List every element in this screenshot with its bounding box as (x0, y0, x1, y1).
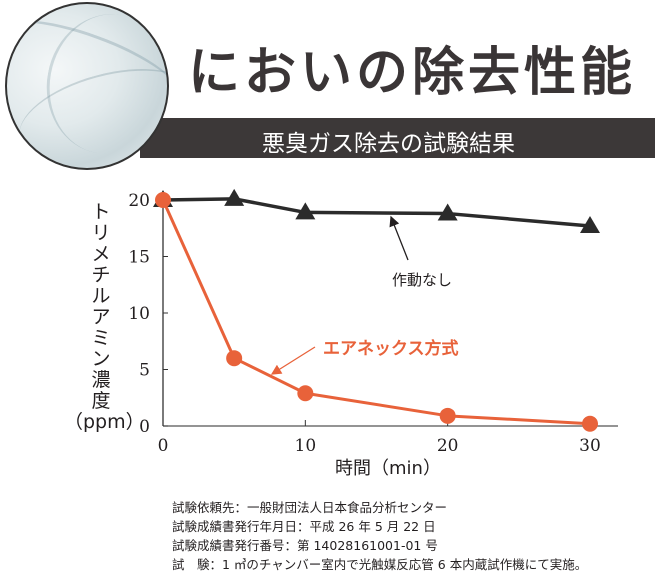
x-tick-label: 10 (295, 436, 317, 456)
test-notes: 試験依頼先：一般財団法人日本食品分析センター 試験成績書発行年月日：平成 26 … (172, 498, 587, 574)
triangle-marker (580, 215, 600, 233)
y-tick-label: 15 (128, 248, 150, 268)
banner-text: 悪臭ガス除去の試験結果 (262, 131, 515, 157)
page-title: においの除去性能 (188, 42, 637, 103)
note-line: 試験成績書発行番号：第 14028161001-01 号 (172, 538, 438, 553)
triangle-marker (437, 203, 458, 221)
triangle-marker (295, 202, 316, 220)
annotation-airnex: エアネックス方式 (323, 338, 459, 359)
y-tick-label: 20 (128, 191, 150, 211)
circle-marker (439, 407, 456, 424)
circle-marker (226, 350, 243, 367)
note-line: 試験成績書発行年月日：平成 26 年 5 月 22 日 (172, 519, 436, 534)
chart-series (153, 188, 600, 432)
section-banner: 悪臭ガス除去の試験結果 (140, 118, 655, 158)
note-line: 試験依頼先：一般財団法人日本食品分析センター (172, 500, 448, 515)
y-axis-label: トリメチルアミン濃度 （ppm） (64, 201, 145, 433)
x-tick-label: 20 (437, 436, 459, 456)
circle-marker (155, 192, 171, 208)
y-tick-label: 5 (139, 361, 150, 381)
circle-marker (297, 385, 314, 402)
x-tick-label: 30 (579, 436, 601, 456)
annotation-no-operation: 作動なし (392, 271, 452, 289)
x-axis-label: 時間（min） (335, 458, 441, 479)
chart-axes: 0 5 10 15 20 0 10 20 30 時間（min） (128, 191, 618, 479)
triangle-marker (224, 188, 245, 206)
note-line: 試 験：1 ㎥のチャンバー室内で光触媒反応管 6 本内蔵試作機にて実施。 (172, 557, 588, 572)
x-tick-label: 0 (158, 436, 169, 456)
y-tick-label: 0 (139, 417, 150, 437)
y-tick-label: 10 (128, 304, 150, 324)
circle-marker (582, 415, 598, 432)
smoke-image (5, 2, 169, 170)
